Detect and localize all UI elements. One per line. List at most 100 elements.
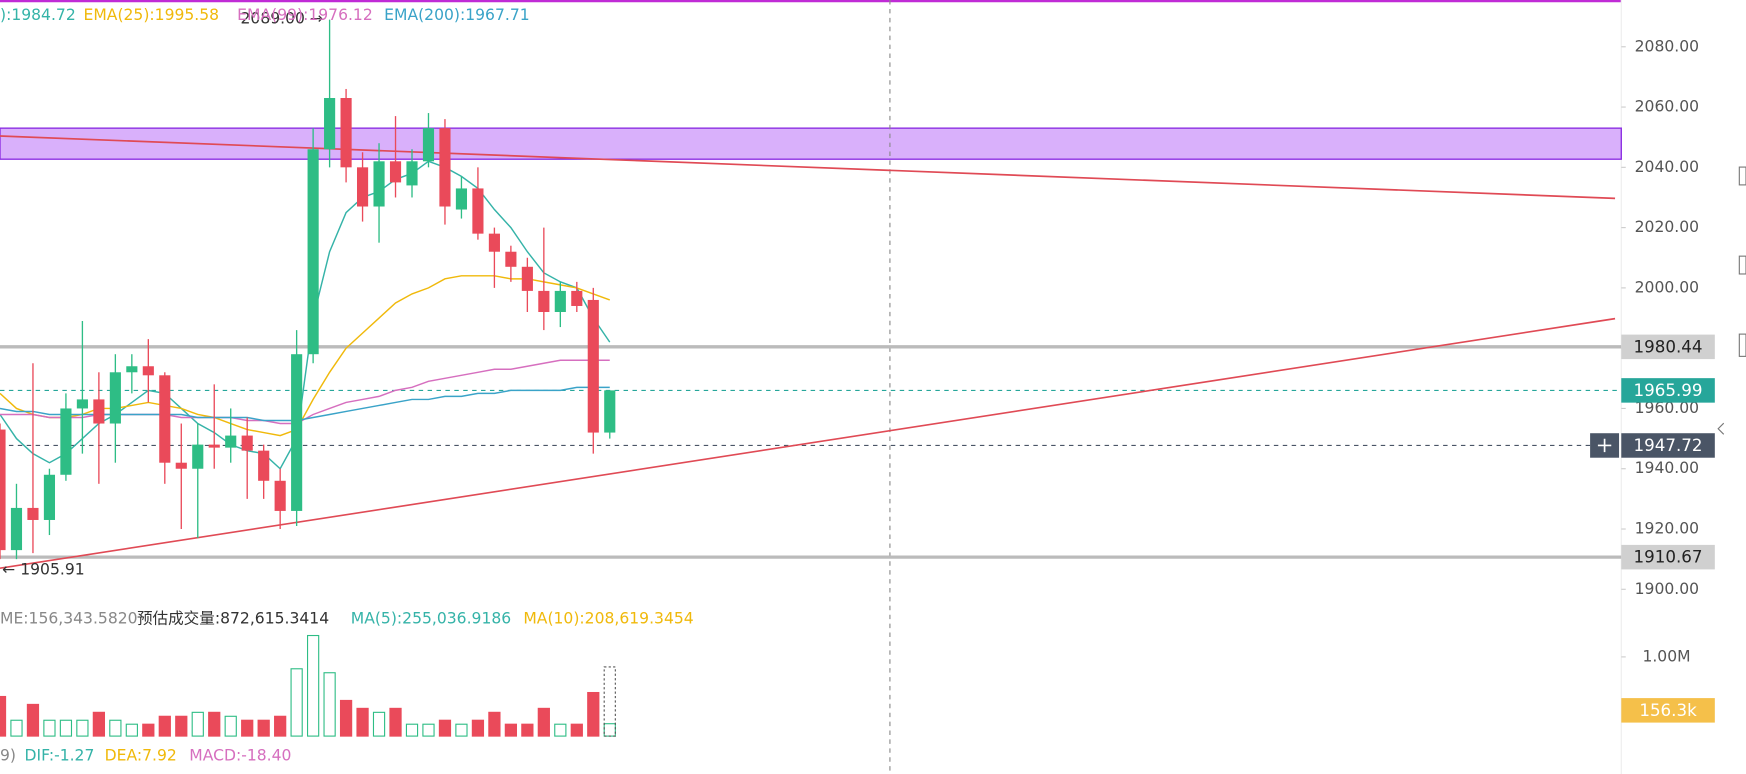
volume-bar [306,634,320,737]
candle-body [373,161,385,207]
macd-text: DIF:-1.27 [24,747,94,765]
volume-bar [554,723,567,737]
volume-bar [521,723,534,737]
candle-body [587,299,599,433]
high-label: 2089.00 → [241,9,323,27]
candle-body [258,450,270,481]
volume-bar [290,668,303,737]
y-tick-label: 1900.00 [1635,580,1699,598]
candle-body [455,188,468,210]
volume-bar [471,719,485,737]
volume-bar [570,723,583,737]
price-label: 1980.44 [1634,336,1703,356]
candle-body [324,98,336,150]
candle-body [472,188,484,234]
candle-body [307,149,319,355]
volume-bar [372,711,386,737]
candle-body [439,128,451,207]
candle-body [604,390,616,433]
volume-bar [43,719,56,737]
macd-text: DEA:7.92 [105,747,177,765]
candle-body [0,429,6,551]
candle-body [422,128,435,162]
candle-body [126,366,138,373]
candle-body [274,480,286,511]
volume-bar [125,723,138,737]
volume-text: 预估成交量:872,615.3414 [137,610,329,628]
candle-body [43,474,56,520]
volume-bar [0,695,7,737]
candle-body [109,372,121,424]
legend-entry: EMA(200):1967.71 [384,6,530,24]
legend-entry: EMA(99):1976.12 [237,6,373,24]
side-icon[interactable] [1738,333,1746,357]
candle-body [356,167,369,207]
volume-label-box [1621,698,1715,723]
volume-bar [26,703,40,737]
volume-bar [389,707,402,737]
side-icon [1738,255,1746,275]
volume-bar [175,715,188,737]
volume-text: MA(10):208,619.3454 [523,610,693,628]
candle-body [76,399,88,409]
volume-bar [356,707,369,737]
candle-body [521,266,533,291]
candle-body [571,290,583,306]
candle-body [10,507,23,551]
y-tick-label: 1940.00 [1635,459,1699,477]
candle-body [192,444,204,469]
candle-body [291,354,303,511]
y-tick-label: 1920.00 [1635,520,1699,538]
candle-body [93,399,105,424]
price-label-box [1621,433,1715,458]
candle-body [488,233,500,252]
volume-label: 156.3k [1639,700,1697,720]
price-label: 1965.99 [1634,380,1703,400]
price-label: 1910.67 [1634,547,1703,567]
macd-text: MACD:-18.40 [189,747,291,765]
volume-bar [339,699,353,737]
volume-bar [241,719,254,737]
volume-bar [224,715,237,737]
legend-entry: ):1984.72 [0,6,76,24]
volume-bar [422,723,435,737]
candle-body [241,435,253,451]
trendline [0,135,1616,200]
volume-bar [405,723,419,737]
candle-body [159,375,171,463]
y-tick-label: 2080.00 [1635,37,1699,55]
y-tick-label: 2000.00 [1635,278,1699,296]
volume-bar [59,719,73,737]
macd-text: 9) [0,747,16,765]
volume-bar [10,719,23,737]
price-label: 1947.72 [1634,435,1703,455]
candle-body [60,408,72,475]
volume-bar [274,715,287,737]
trendline [0,317,1616,570]
price-label-box [1621,378,1715,403]
volume-bar [191,711,204,737]
y-tick-label: 1960.00 [1635,399,1699,417]
candle-body [175,462,187,469]
candle-body [340,98,352,168]
zone [0,127,1622,160]
volume-bar [76,719,89,737]
volume-bar [504,723,518,737]
candle-body [554,290,566,313]
y-tick-label: 2020.00 [1635,218,1699,236]
candle-body [142,366,154,376]
candle-body [538,290,550,313]
side-arrow[interactable] [1717,422,1725,435]
candle-body [208,444,220,448]
crosshair-plus [1597,438,1612,453]
volume-bar [109,719,122,737]
candle-body [505,251,517,267]
volume-bar [438,719,452,737]
volume-bar [603,723,616,737]
volume-bar [323,672,336,737]
y-tick-label: 2060.00 [1635,98,1699,116]
price-label-box [1621,334,1715,360]
volume-bar [257,719,270,737]
legend-entry: EMA(25):1995.58 [84,6,220,24]
